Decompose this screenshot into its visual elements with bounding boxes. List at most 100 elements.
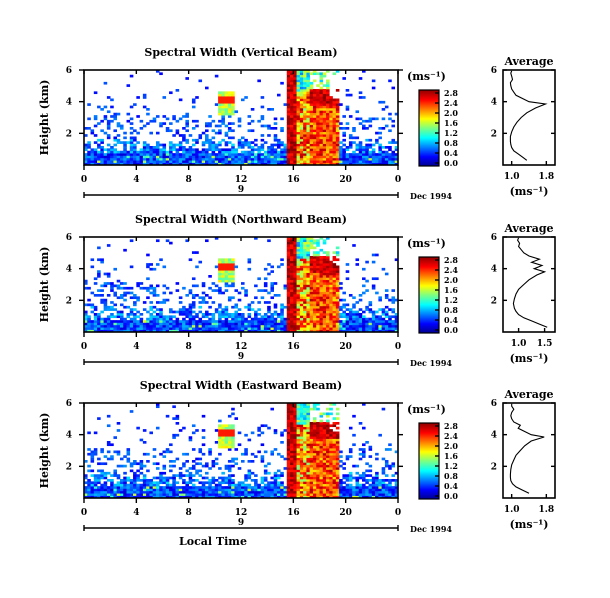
- heatmap-cell: [293, 70, 297, 73]
- heatmap-cell: [97, 481, 101, 485]
- heatmap-cell: [254, 284, 258, 288]
- heatmap-cell: [201, 329, 206, 333]
- heatmap-cell: [348, 495, 353, 499]
- heatmap-cell: [296, 141, 301, 144]
- heatmap-cell: [103, 490, 108, 494]
- heatmap-cell: [221, 263, 225, 266]
- heatmap-cell: [368, 464, 373, 468]
- heatmap-cell: [296, 457, 301, 461]
- heatmap-cell: [306, 455, 310, 458]
- heatmap-cell: [267, 153, 271, 156]
- heatmap-cell: [182, 479, 186, 482]
- heatmap-cell: [188, 146, 193, 149]
- heatmap-cell: [205, 481, 209, 485]
- heatmap-cell: [329, 407, 333, 411]
- average-y-tick-label: 2: [491, 296, 497, 306]
- heatmap-cell: [188, 310, 193, 314]
- heatmap-cell: [299, 474, 304, 477]
- heatmap-cell: [329, 448, 333, 451]
- heatmap-cell: [312, 241, 317, 245]
- heatmap-cell: [280, 481, 284, 485]
- heatmap-cell: [316, 256, 320, 259]
- heatmap-cell: [201, 481, 206, 485]
- heatmap-cell: [322, 298, 327, 302]
- heatmap-cell: [155, 141, 160, 144]
- heatmap-cell: [309, 441, 314, 444]
- heatmap-cell: [391, 153, 396, 156]
- heatmap-cell: [358, 91, 363, 95]
- heatmap-cell: [306, 324, 310, 328]
- heatmap-cell: [273, 313, 278, 316]
- heatmap-cell: [296, 303, 301, 307]
- heatmap-cell: [296, 131, 301, 135]
- heatmap-cell: [368, 483, 373, 487]
- heatmap-cell: [244, 452, 248, 456]
- heatmap-cell: [182, 464, 186, 468]
- heatmap-cell: [103, 474, 108, 477]
- heatmap-cell: [293, 260, 297, 264]
- heatmap-cell: [90, 320, 95, 323]
- heatmap-cell: [296, 308, 301, 311]
- heatmap-cell: [296, 81, 301, 85]
- heatmap-cell: [260, 431, 265, 435]
- heatmap-cell: [106, 153, 111, 156]
- heatmap-cell: [110, 329, 114, 333]
- heatmap-cell: [244, 479, 248, 482]
- heatmap-cell: [303, 91, 307, 95]
- heatmap-cell: [221, 441, 225, 444]
- average-x-tick-label: 1.0: [511, 339, 527, 349]
- heatmap-cell: [326, 460, 330, 463]
- heatmap-cell: [103, 308, 108, 311]
- heatmap-cell: [335, 105, 340, 109]
- heatmap-cell: [93, 153, 98, 156]
- heatmap-cell: [296, 450, 301, 454]
- heatmap-cell: [316, 483, 320, 487]
- heatmap-cell: [93, 134, 98, 137]
- heatmap-cell: [312, 258, 317, 262]
- heatmap-cell: [342, 138, 346, 142]
- heatmap-cell: [293, 450, 297, 454]
- heatmap-cell: [326, 469, 330, 473]
- heatmap-cell: [146, 320, 150, 323]
- heatmap-cell: [185, 460, 189, 463]
- heatmap-cell: [362, 471, 366, 475]
- heatmap-cell: [384, 448, 389, 451]
- heatmap-cell: [388, 490, 392, 494]
- heatmap-cell: [332, 291, 337, 295]
- heatmap-cell: [142, 490, 147, 494]
- heatmap-cell: [97, 490, 101, 494]
- heatmap-panel: Spectral Width (Eastward Beam)246Height …: [38, 379, 458, 548]
- heatmap-cell: [306, 150, 310, 154]
- heatmap-cell: [322, 457, 327, 461]
- heatmap-cell: [218, 329, 222, 333]
- heatmap-cell: [218, 124, 222, 128]
- heatmap-cell: [290, 329, 294, 333]
- heatmap-cell: [241, 141, 245, 144]
- heatmap-cell: [182, 136, 186, 140]
- heatmap-cell: [90, 455, 95, 458]
- heatmap-cell: [169, 162, 173, 166]
- heatmap-cell: [208, 124, 212, 128]
- heatmap-cell: [142, 105, 147, 109]
- heatmap-cell: [332, 450, 337, 454]
- heatmap-cell: [241, 313, 245, 316]
- heatmap-cell: [335, 301, 340, 304]
- heatmap-cell: [296, 422, 301, 425]
- heatmap-cell: [270, 324, 275, 328]
- heatmap-cell: [208, 153, 212, 156]
- heatmap-cell: [84, 481, 88, 485]
- heatmap-cell: [286, 122, 291, 125]
- heatmap-cell: [129, 141, 134, 144]
- heatmap-cell: [231, 277, 235, 281]
- heatmap-cell: [290, 410, 294, 413]
- heatmap-cell: [218, 429, 222, 432]
- heatmap-cell: [247, 258, 252, 262]
- heatmap-cell: [237, 481, 242, 485]
- heatmap-cell: [335, 433, 340, 437]
- heatmap-cell: [381, 160, 386, 163]
- heatmap-cell: [116, 124, 121, 128]
- heatmap-cell: [263, 315, 268, 319]
- heatmap-cell: [303, 122, 307, 125]
- heatmap-cell: [84, 474, 88, 477]
- heatmap-cell: [316, 315, 320, 319]
